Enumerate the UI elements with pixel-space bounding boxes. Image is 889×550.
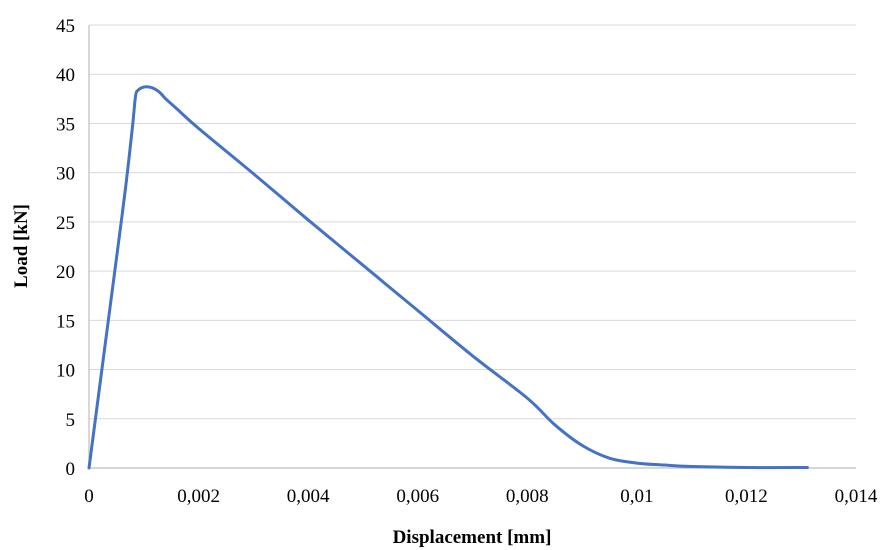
y-tick-label: 35 [56,114,75,135]
x-tick-label: 0,006 [396,486,439,507]
y-tick-label: 40 [56,65,75,86]
y-axis-title: Load [kN] [11,204,32,288]
y-tick-label: 10 [56,361,75,382]
x-tick-label: 0 [84,486,94,507]
y-tick-label: 30 [56,164,75,185]
x-tick-label: 0,01 [620,486,653,507]
x-tick-label: 0,012 [725,486,768,507]
x-tick-label: 0,002 [177,486,220,507]
y-tick-label: 25 [56,213,75,234]
y-tick-labels: 0 5 10 15 20 25 30 35 40 45 [56,16,75,480]
y-tick-label: 15 [56,311,75,332]
series-line-0 [89,87,807,468]
x-tick-label: 0,014 [835,486,878,507]
x-tick-label: 0,008 [506,486,549,507]
y-tick-label: 5 [66,410,76,431]
axes [89,25,856,468]
x-tick-labels: 0 0,002 0,004 0,006 0,008 0,01 0,012 0,014 [84,486,878,507]
y-tick-label: 45 [56,16,75,37]
y-tick-label: 0 [66,459,76,480]
x-axis-title: Displacement [mm] [393,527,552,548]
y-tick-label: 20 [56,262,75,283]
series-layer [89,87,807,468]
gridlines [89,25,856,419]
x-tick-label: 0,004 [287,486,330,507]
